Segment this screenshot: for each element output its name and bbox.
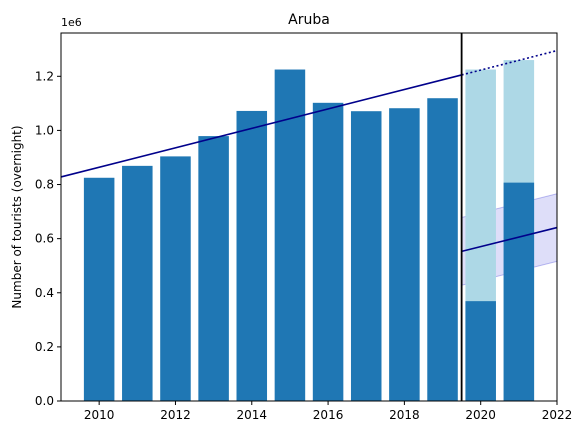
bar-2021 <box>503 182 535 401</box>
bar-2017 <box>350 111 382 401</box>
tick-layer: 2010 2012 2014 2016 2018 2020 2022 0.0 0.2 0.4 0.6… <box>35 69 572 422</box>
bar-2020 <box>465 301 496 401</box>
bar-layer <box>83 60 535 402</box>
x-tick-label-2022: 2022 <box>542 408 573 422</box>
bar-2012 <box>160 156 191 401</box>
x-tick-label-2020: 2020 <box>465 408 496 422</box>
x-tick-label-2014: 2014 <box>236 408 267 422</box>
y-tick-label-5: 1.0 <box>35 123 54 137</box>
covid-trend-line <box>461 226 558 253</box>
x-tick-label-2018: 2018 <box>389 408 420 422</box>
y-tick-label-0: 0.0 <box>35 394 54 408</box>
x-tick-label-2012: 2012 <box>160 408 191 422</box>
bar-2016 <box>312 102 344 401</box>
chart-title: Aruba <box>288 12 330 28</box>
y-axis-offset-label: 1e6 <box>61 16 82 29</box>
trend-extension-line <box>461 49 558 76</box>
x-tick-label-2010: 2010 <box>84 408 115 422</box>
bar-2015 <box>274 69 306 401</box>
bar-2019 <box>427 98 458 401</box>
line-layer <box>60 33 558 401</box>
y-tick-label-4: 0.8 <box>35 178 54 192</box>
bar-2013 <box>198 136 229 401</box>
bar-2014 <box>236 110 268 401</box>
bar-2018 <box>389 108 420 402</box>
y-tick-label-1: 0.2 <box>35 340 54 354</box>
bar-2011 <box>122 165 153 401</box>
bar-2010 <box>83 177 115 401</box>
trend-line <box>60 74 462 178</box>
y-tick-label-2: 0.4 <box>35 286 54 300</box>
y-tick-label-3: 0.6 <box>35 232 54 246</box>
plot-frame <box>60 32 558 402</box>
x-tick-label-2016: 2016 <box>313 408 344 422</box>
y-axis-label: Number of tourists (overnight) <box>10 125 24 308</box>
y-tick-label-6: 1.2 <box>35 69 54 83</box>
